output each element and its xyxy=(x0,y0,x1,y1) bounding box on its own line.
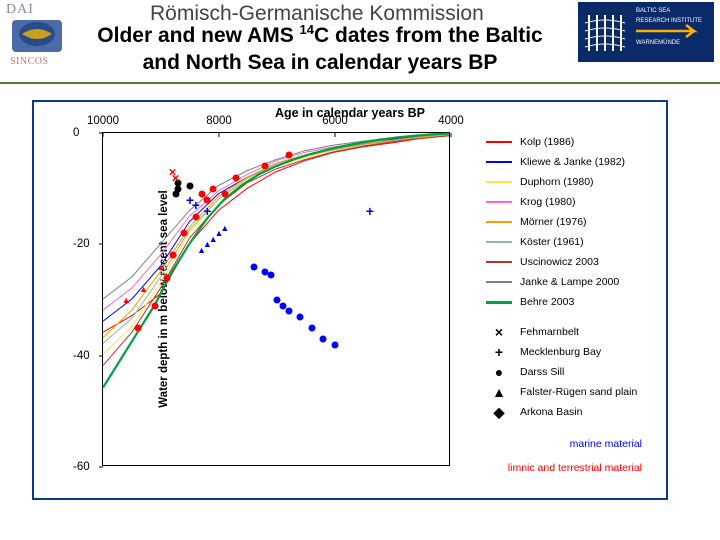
marker: × xyxy=(172,170,180,185)
marker xyxy=(152,302,159,309)
ytick: -20 xyxy=(73,238,90,250)
header: DAI SINCOS Römisch-Germanische Kommissio… xyxy=(0,0,720,84)
marker: ▲ xyxy=(122,295,131,305)
marker: + xyxy=(203,203,211,219)
marker xyxy=(320,335,327,342)
plot-area: Water depth in m below recent sea level … xyxy=(102,132,450,466)
marker: ▲ xyxy=(139,284,148,294)
marker xyxy=(262,163,269,170)
legend-symbol: ▲Falster-Rügen sand plain xyxy=(486,382,654,402)
curve-kliewe xyxy=(103,134,449,321)
marker xyxy=(332,341,339,348)
marker xyxy=(285,308,292,315)
dai-logo xyxy=(10,18,64,54)
page-title: Older and new AMS 14C dates from the Bal… xyxy=(80,22,560,77)
xtick: 8000 xyxy=(206,115,232,127)
legend-line: Köster (1961) xyxy=(486,232,654,252)
marker xyxy=(297,313,304,320)
marker xyxy=(187,182,194,189)
legend-line: Janke & Lampe 2000 xyxy=(486,272,654,292)
legend-symbol: ●Darss Sill xyxy=(486,362,654,382)
ytick: -60 xyxy=(73,461,90,473)
legend-symbol: +Mecklenburg Bay xyxy=(486,342,654,362)
xtick: 10000 xyxy=(87,115,119,127)
note-marine: marine material xyxy=(570,438,642,450)
marker xyxy=(181,230,188,237)
legend-line: Duphorn (1980) xyxy=(486,172,654,192)
marker xyxy=(221,191,228,198)
arrow-icon xyxy=(636,24,708,38)
legend-symbol: ◆Arkona Basin xyxy=(486,402,654,422)
marker xyxy=(192,213,199,220)
marker xyxy=(163,274,170,281)
dai-label: DAI xyxy=(6,2,34,18)
marker xyxy=(233,174,240,181)
marker xyxy=(268,271,275,278)
chart-container: Age in calendar years BP Water depth in … xyxy=(32,100,668,500)
marker: + xyxy=(192,197,200,213)
curve-duphorn xyxy=(103,135,449,355)
legend-line: Mörner (1976) xyxy=(486,212,654,232)
sincos-label: SINCOS xyxy=(10,56,49,67)
marker: + xyxy=(366,203,374,219)
marker xyxy=(134,324,141,331)
legend-line: Uscinowicz 2003 xyxy=(486,252,654,272)
marker xyxy=(285,152,292,159)
marker: ▲ xyxy=(220,223,229,233)
xtick: 4000 xyxy=(438,115,464,127)
marker xyxy=(250,263,257,270)
marker xyxy=(308,324,315,331)
legend-line: Kolp (1986) xyxy=(486,132,654,152)
marker: ▲ xyxy=(157,262,166,272)
note-limnic: limnic and terrestrial material xyxy=(508,462,642,474)
curve-janke xyxy=(103,134,449,299)
ytick: 0 xyxy=(73,127,79,139)
iow-logo: BALTIC SEA RESEARCH INSTITUTE WARNEMÜNDE xyxy=(578,2,714,62)
marker xyxy=(169,252,176,259)
legend-symbol: ×Fehmarnbelt xyxy=(486,322,654,342)
marker xyxy=(210,185,217,192)
marker: ▲ xyxy=(209,234,218,244)
x-axis-title: Age in calendar years BP xyxy=(34,106,666,120)
xtick: 6000 xyxy=(322,115,348,127)
legend-line: Kliewe & Janke (1982) xyxy=(486,152,654,172)
marker xyxy=(172,191,179,198)
legend-line: Krog (1980) xyxy=(486,192,654,212)
ytick: -40 xyxy=(73,350,90,362)
legend-line: Behre 2003 xyxy=(486,292,654,312)
legend: Kolp (1986)Kliewe & Janke (1982)Duphorn … xyxy=(486,132,654,422)
